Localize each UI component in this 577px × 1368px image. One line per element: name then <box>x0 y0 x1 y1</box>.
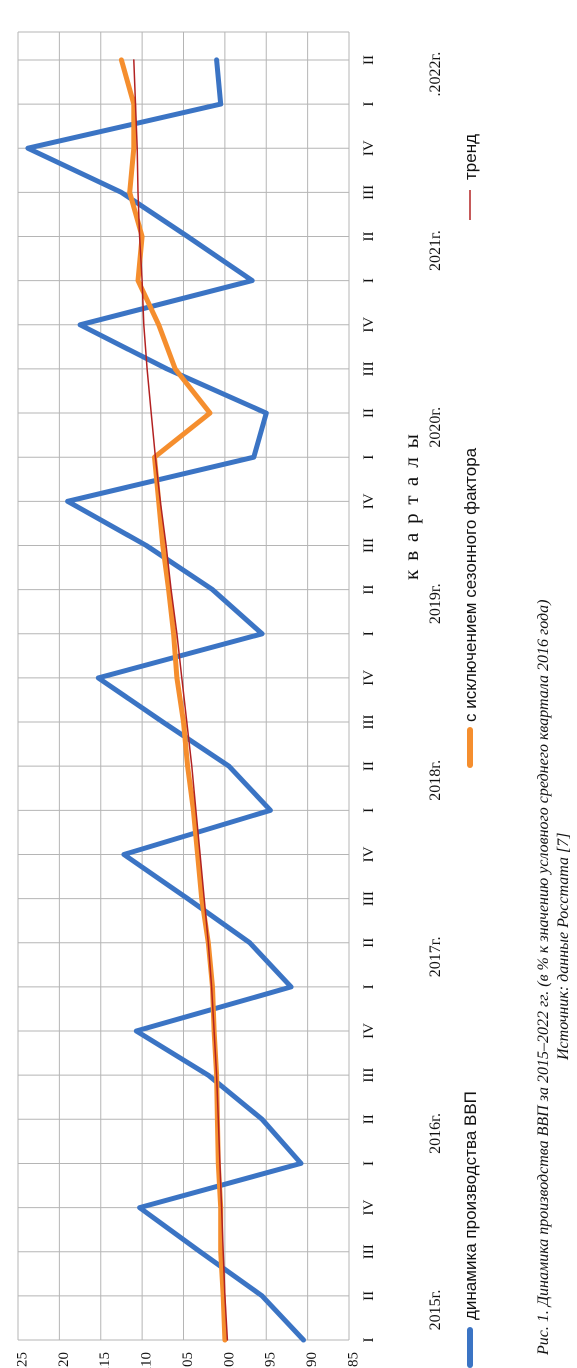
x-tick-label: I <box>361 278 377 283</box>
x-axis-title: кварталы <box>399 425 423 580</box>
legend-label-gdp: динамика производства ВВП <box>461 1091 480 1320</box>
year-label: 2016г. <box>427 1113 444 1154</box>
legend: динамика производства ВВП с исключением … <box>461 134 480 1368</box>
x-tick-label: II <box>361 761 377 771</box>
y-tick-label: 85 <box>345 1352 361 1367</box>
x-tick-label: III <box>361 891 377 906</box>
x-tick-label: I <box>361 1161 377 1166</box>
x-tick-label: I <box>361 808 377 813</box>
x-tick-label: I <box>361 455 377 460</box>
legend-label-seasonal: с исключением сезонного фактора <box>461 447 480 722</box>
y-tick-label: 115 <box>97 1352 113 1368</box>
series-line-gdp <box>25 57 306 1343</box>
x-axis-title-group: кварталы <box>399 425 423 580</box>
caption: Рис. 1. Динамика производства ВВП за 201… <box>535 600 572 1356</box>
y-tick-label: 105 <box>180 1352 196 1368</box>
x-tick-label: IV <box>361 1023 377 1039</box>
caption-line-1: Рис. 1. Динамика производства ВВП за 201… <box>535 600 552 1356</box>
legend-label-trend: тренд <box>461 134 480 180</box>
x-tick-label: IV <box>361 670 377 686</box>
x-tick-label: II <box>361 1114 377 1124</box>
y-tick-label: 120 <box>56 1352 72 1368</box>
year-labels: 2015г. 2016г. 2017г. 2018г. 2019г. 2020г. 2021… <box>427 52 444 1331</box>
x-tick-labels: IIIIIIIVIIIIIIIVIIIIIIIVIIIIIIIVIIIIIIIV… <box>361 55 377 1343</box>
year-label: 2018г. <box>427 760 444 801</box>
year-label: 2020г. <box>427 407 444 448</box>
x-tick-label: III <box>361 361 377 376</box>
y-tick-label: 90 <box>304 1352 320 1367</box>
series-layer <box>25 57 306 1343</box>
x-tick-label: III <box>361 715 377 730</box>
x-tick-label: III <box>361 1068 377 1083</box>
x-tick-label: IV <box>361 1199 377 1215</box>
x-tick-label: III <box>361 538 377 553</box>
y-tick-label: 95 <box>263 1352 279 1367</box>
x-tick-label: IV <box>361 493 377 509</box>
x-tick-label: I <box>361 102 377 107</box>
x-tick-label: II <box>361 55 377 65</box>
y-tick-label: 110 <box>139 1352 155 1368</box>
year-label: .2022г. <box>427 52 444 97</box>
x-tick-label: II <box>361 938 377 948</box>
series-line-seasonal <box>118 57 228 1343</box>
x-tick-label: IV <box>361 317 377 333</box>
x-tick-label: II <box>361 232 377 242</box>
year-label: 2017г. <box>427 936 444 977</box>
x-tick-label: I <box>361 631 377 636</box>
y-tick-label: 100 <box>221 1352 237 1368</box>
caption-line-2: Источник: данные Росстата [7] <box>555 833 572 1061</box>
year-label: 2019г. <box>427 583 444 624</box>
x-tick-label: II <box>361 408 377 418</box>
year-label: 2021г. <box>427 230 444 271</box>
y-tick-labels: 85 90 95 100 105 110 115 120 125 <box>14 1352 361 1368</box>
x-tick-label: II <box>361 1291 377 1301</box>
year-label: 2015г. <box>427 1290 444 1331</box>
x-tick-label: II <box>361 585 377 595</box>
x-tick-label: I <box>361 984 377 989</box>
x-tick-label: IV <box>361 846 377 862</box>
x-tick-label: III <box>361 1244 377 1259</box>
series-line-trend <box>133 59 229 1341</box>
x-tick-label: IV <box>361 140 377 156</box>
x-tick-label: III <box>361 185 377 200</box>
y-tick-label: 125 <box>14 1352 30 1368</box>
x-tick-label: I <box>361 1338 377 1343</box>
